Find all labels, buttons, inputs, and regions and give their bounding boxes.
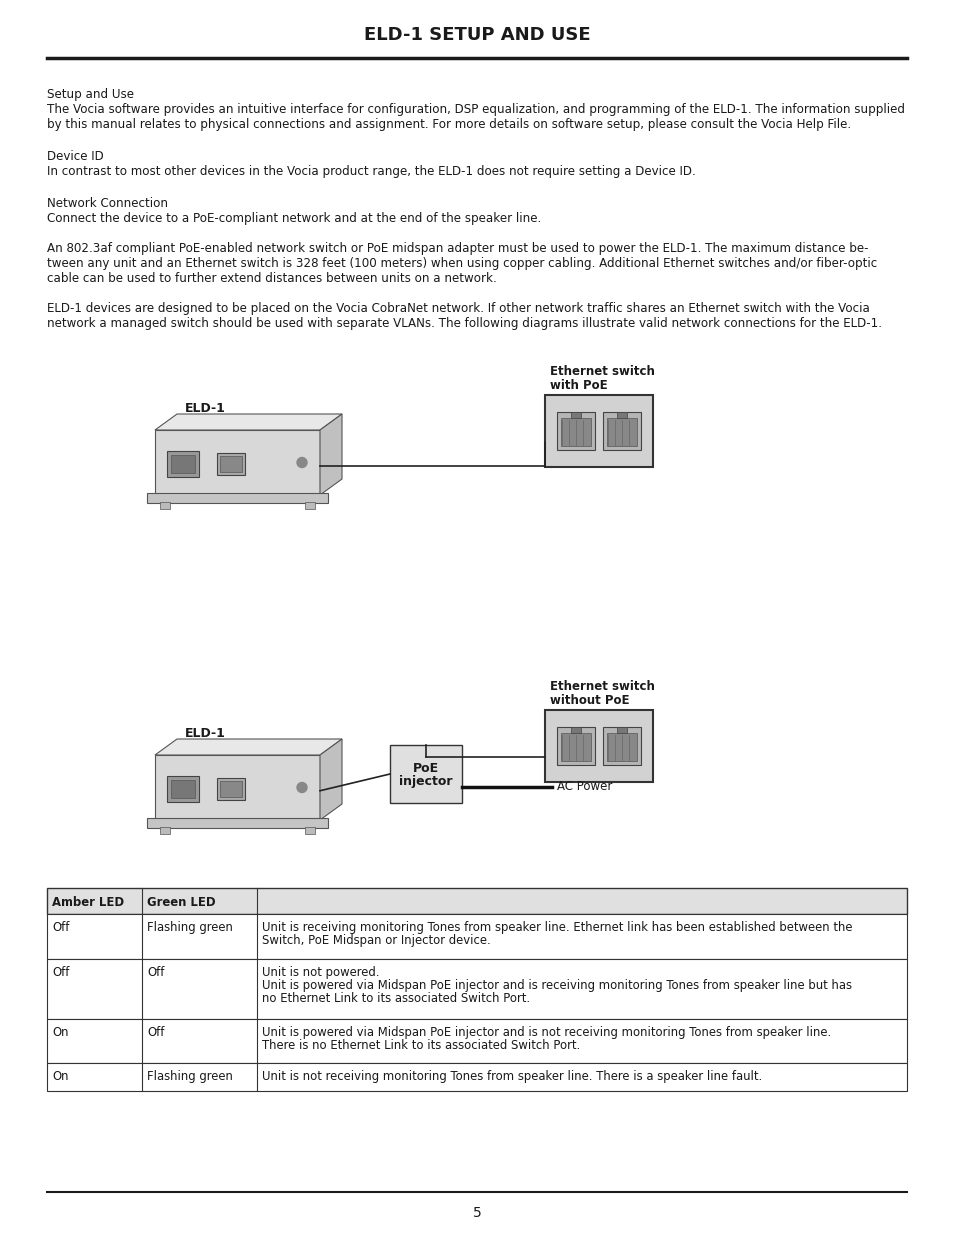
Polygon shape — [319, 414, 341, 495]
Text: Off: Off — [52, 921, 70, 934]
Text: On: On — [52, 1070, 69, 1083]
Bar — [390, 745, 461, 803]
Text: with PoE: with PoE — [550, 379, 607, 391]
Text: Off: Off — [52, 966, 70, 979]
Bar — [147, 493, 328, 503]
Text: On: On — [52, 1026, 69, 1039]
Bar — [47, 1019, 906, 1063]
Bar — [571, 412, 580, 417]
Text: ELD-1: ELD-1 — [185, 403, 226, 415]
Text: Unit is receiving monitoring Tones from speaker line. Ethernet link has been est: Unit is receiving monitoring Tones from … — [262, 921, 852, 934]
Polygon shape — [154, 414, 341, 430]
Bar — [154, 755, 319, 820]
Text: Green LED: Green LED — [147, 895, 215, 909]
Bar — [571, 727, 580, 734]
Text: Off: Off — [147, 1026, 164, 1039]
Text: injector: injector — [399, 776, 453, 788]
Text: tween any unit and an Ethernet switch is 328 feet (100 meters) when using copper: tween any unit and an Ethernet switch is… — [47, 257, 877, 270]
Text: Flashing green: Flashing green — [147, 921, 233, 934]
Text: network a managed switch should be used with separate VLANs. The following diagr: network a managed switch should be used … — [47, 317, 882, 330]
Text: Flashing green: Flashing green — [147, 1070, 233, 1083]
Bar — [154, 430, 319, 495]
Bar — [602, 412, 640, 450]
Text: Ethernet switch: Ethernet switch — [550, 680, 654, 693]
Text: Unit is not receiving monitoring Tones from speaker line. There is a speaker lin: Unit is not receiving monitoring Tones f… — [262, 1070, 761, 1083]
Bar — [617, 412, 626, 417]
Text: Unit is powered via Midspan PoE injector and is not receiving monitoring Tones f: Unit is powered via Midspan PoE injector… — [262, 1026, 830, 1039]
Bar — [171, 454, 194, 473]
Text: cable can be used to further extend distances between units on a network.: cable can be used to further extend dist… — [47, 272, 497, 285]
Text: ELD-1: ELD-1 — [185, 727, 226, 740]
Bar — [305, 827, 314, 834]
Bar — [557, 412, 595, 450]
Bar — [557, 727, 595, 764]
Bar — [606, 417, 637, 446]
Circle shape — [296, 457, 307, 468]
Text: The Vocia software provides an intuitive interface for configuration, DSP equali: The Vocia software provides an intuitive… — [47, 103, 904, 116]
Polygon shape — [154, 739, 341, 755]
Text: without PoE: without PoE — [550, 694, 629, 706]
Text: There is no Ethernet Link to its associated Switch Port.: There is no Ethernet Link to its associa… — [262, 1039, 579, 1052]
Bar — [171, 781, 194, 798]
Bar — [544, 395, 652, 467]
Bar — [305, 501, 314, 509]
Text: Setup and Use: Setup and Use — [47, 88, 133, 101]
Text: Off: Off — [147, 966, 164, 979]
Text: ELD-1 devices are designed to be placed on the Vocia CobraNet network. If other : ELD-1 devices are designed to be placed … — [47, 303, 869, 315]
Bar — [220, 781, 242, 797]
Text: An 802.3af compliant PoE-enabled network switch or PoE midspan adapter must be u: An 802.3af compliant PoE-enabled network… — [47, 242, 867, 254]
Text: Ethernet switch: Ethernet switch — [550, 366, 654, 378]
Bar — [216, 778, 245, 800]
Bar — [216, 453, 245, 475]
Text: Connect the device to a PoE-compliant network and at the end of the speaker line: Connect the device to a PoE-compliant ne… — [47, 212, 540, 225]
Bar — [606, 734, 637, 761]
Circle shape — [296, 783, 307, 793]
Bar — [167, 451, 199, 477]
Bar — [47, 960, 906, 1019]
Bar — [160, 501, 170, 509]
Bar — [47, 914, 906, 960]
Text: PoE: PoE — [413, 762, 438, 774]
Text: no Ethernet Link to its associated Switch Port.: no Ethernet Link to its associated Switc… — [262, 992, 530, 1005]
Text: Device ID: Device ID — [47, 149, 104, 163]
Bar — [602, 727, 640, 764]
Text: Unit is powered via Midspan PoE injector and is receiving monitoring Tones from : Unit is powered via Midspan PoE injector… — [262, 979, 851, 992]
Bar — [544, 710, 652, 782]
Bar — [147, 818, 328, 827]
Text: Unit is not powered.: Unit is not powered. — [262, 966, 379, 979]
Text: Switch, PoE Midspan or Injector device.: Switch, PoE Midspan or Injector device. — [262, 934, 490, 947]
Bar — [47, 888, 906, 914]
Text: by this manual relates to physical connections and assignment. For more details : by this manual relates to physical conne… — [47, 119, 850, 131]
Bar — [560, 417, 590, 446]
Polygon shape — [319, 739, 341, 820]
Bar — [167, 776, 199, 802]
Bar — [220, 456, 242, 472]
Text: 5: 5 — [472, 1207, 481, 1220]
Text: AC Power: AC Power — [557, 781, 612, 793]
Bar — [47, 1063, 906, 1091]
Text: ELD-1 SETUP AND USE: ELD-1 SETUP AND USE — [363, 26, 590, 44]
Bar — [160, 827, 170, 834]
Text: In contrast to most other devices in the Vocia product range, the ELD-1 does not: In contrast to most other devices in the… — [47, 165, 695, 178]
Bar — [617, 727, 626, 734]
Text: Amber LED: Amber LED — [52, 895, 124, 909]
Text: Network Connection: Network Connection — [47, 198, 168, 210]
Bar — [560, 734, 590, 761]
